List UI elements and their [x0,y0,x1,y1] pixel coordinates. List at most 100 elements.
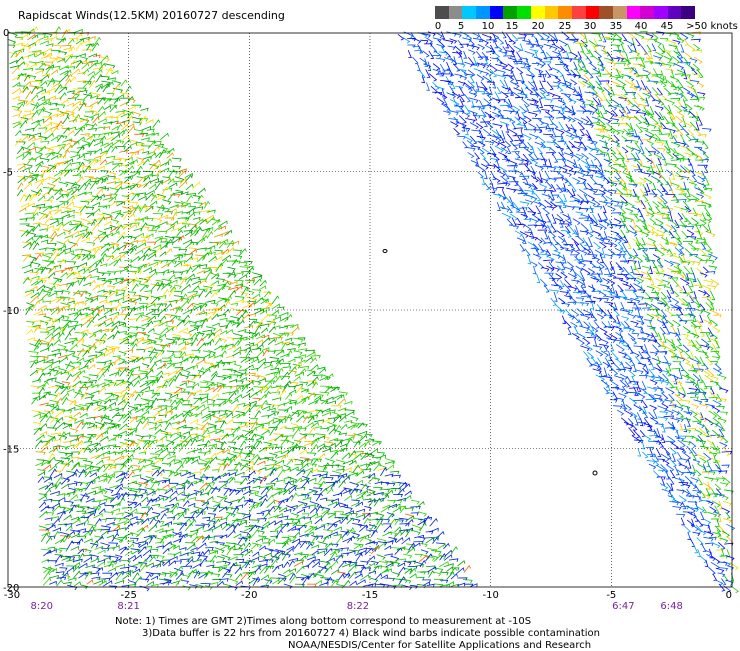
wind-barb [399,577,406,585]
wind-barb [192,383,199,387]
wind-barb [262,406,270,409]
wind-barb [103,84,110,92]
wind-barb [252,375,260,379]
wind-barb [627,117,637,120]
wind-barb [93,224,100,231]
wind-barb [149,427,156,430]
wind-barb [24,111,31,114]
wind-barb [174,362,182,365]
wind-barb [574,142,581,146]
wind-barb [490,158,497,162]
wind-barb [96,166,104,170]
wind-barb [28,54,35,57]
wind-barb [288,359,295,362]
wind-barb [268,339,275,344]
wind-barb [235,568,242,574]
wind-barb [485,141,494,145]
wind-barb [502,32,506,38]
wind-barb [443,74,452,77]
wind-barb [148,249,156,253]
wind-barb [140,108,148,111]
wind-barb [76,43,83,51]
wind-barb [405,514,413,519]
wind-barb [296,388,302,394]
wind-barb [566,135,574,140]
wind-barb [153,214,163,217]
wind-barb [172,513,179,518]
wind-barb [84,292,91,297]
wind-barb [123,416,131,423]
wind-barb [192,182,200,189]
wind-barb [336,537,343,544]
wind-barb [33,414,40,417]
wind-barb [32,111,38,117]
wind-barb [264,447,271,452]
wind-barb [120,567,129,570]
wind-barb [97,290,104,293]
wind-barb [542,74,545,81]
wind-barb [45,512,54,516]
wind-barb [367,556,375,562]
wind-barb [116,225,123,232]
wind-barb [42,294,48,299]
wind-barb [97,214,104,218]
wind-barb [12,88,21,94]
wind-barb [107,460,115,463]
wind-barb [108,568,115,572]
wind-barb [515,152,520,158]
wind-barb [625,140,632,143]
wind-barb [646,98,649,106]
wind-barb [26,148,35,152]
wind-barb [369,571,376,574]
wind-barb [57,232,65,236]
wind-barb [63,433,70,436]
wind-barb [114,358,121,363]
wind-barb [350,581,357,586]
wind-barb [336,470,344,473]
wind-barb [104,512,113,515]
wind-barb [108,176,115,179]
wind-barb [97,296,107,299]
wind-barb [655,63,662,66]
wind-barb [178,342,185,345]
wind-barb [576,154,583,159]
wind-barb [116,112,124,117]
wind-barb [636,153,640,160]
wind-barb [261,324,269,327]
wind-barb [81,41,89,44]
wind-barb [187,304,193,309]
wind-barb [559,152,565,160]
wind-barb [266,468,273,471]
wind-barb [48,273,55,278]
wind-barb [188,206,195,209]
wind-barb [628,45,633,52]
wind-barb [344,468,351,471]
wind-barb [124,265,131,269]
wind-barb [412,530,420,535]
wind-barb [160,252,166,257]
wind-barb [162,373,169,376]
wind-barb [44,489,51,496]
wind-barb [134,381,140,387]
wind-barb [269,453,277,458]
wind-barb [67,585,77,590]
wind-barb [70,155,79,158]
wind-barb [303,498,311,501]
wind-barb [120,103,127,107]
wind-barb [675,64,684,70]
wind-barb [276,480,285,483]
wind-barb [447,32,457,37]
wind-barb [112,248,119,254]
wind-barb [189,328,198,332]
wind-barb [52,519,60,526]
wind-barb [321,428,329,431]
wind-barb [468,70,475,76]
wind-barb [206,300,215,303]
wind-barb [78,448,85,453]
wind-barb [93,340,100,344]
wind-barb [102,292,109,296]
wind-barb [64,515,72,520]
wind-barb [50,221,59,225]
wind-barb [299,369,306,375]
wind-barb [47,183,55,188]
